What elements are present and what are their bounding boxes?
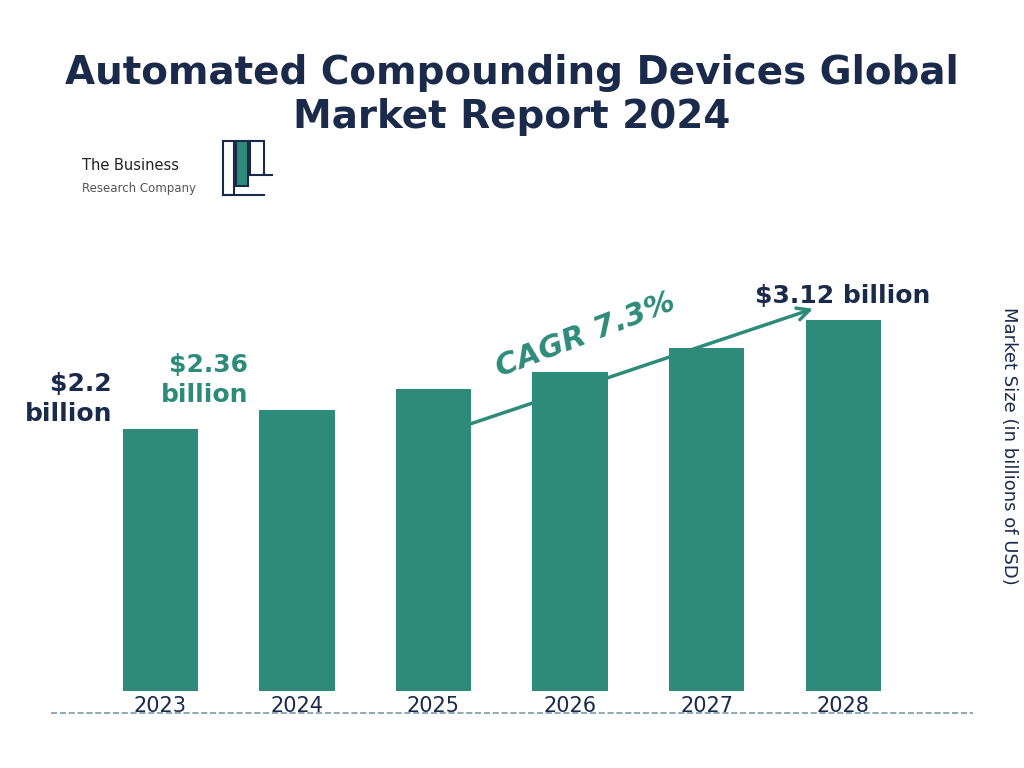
- Bar: [237, 141, 248, 186]
- Text: $2.2
billion: $2.2 billion: [25, 372, 112, 425]
- Text: Research Company: Research Company: [82, 182, 196, 194]
- Bar: [532, 372, 607, 691]
- Text: $2.36
billion: $2.36 billion: [161, 353, 249, 407]
- Bar: [250, 141, 264, 174]
- Bar: [396, 389, 471, 691]
- Text: Automated Compounding Devices Global
Market Report 2024: Automated Compounding Devices Global Mar…: [66, 54, 958, 136]
- Bar: [259, 410, 335, 691]
- Text: The Business: The Business: [82, 157, 179, 173]
- Text: $3.12 billion: $3.12 billion: [756, 284, 931, 308]
- Bar: [223, 141, 234, 195]
- Bar: [669, 349, 744, 691]
- Bar: [806, 319, 881, 691]
- Text: Market Size (in billions of USD): Market Size (in billions of USD): [999, 306, 1018, 584]
- Bar: [123, 429, 198, 691]
- Text: CAGR 7.3%: CAGR 7.3%: [492, 287, 679, 382]
